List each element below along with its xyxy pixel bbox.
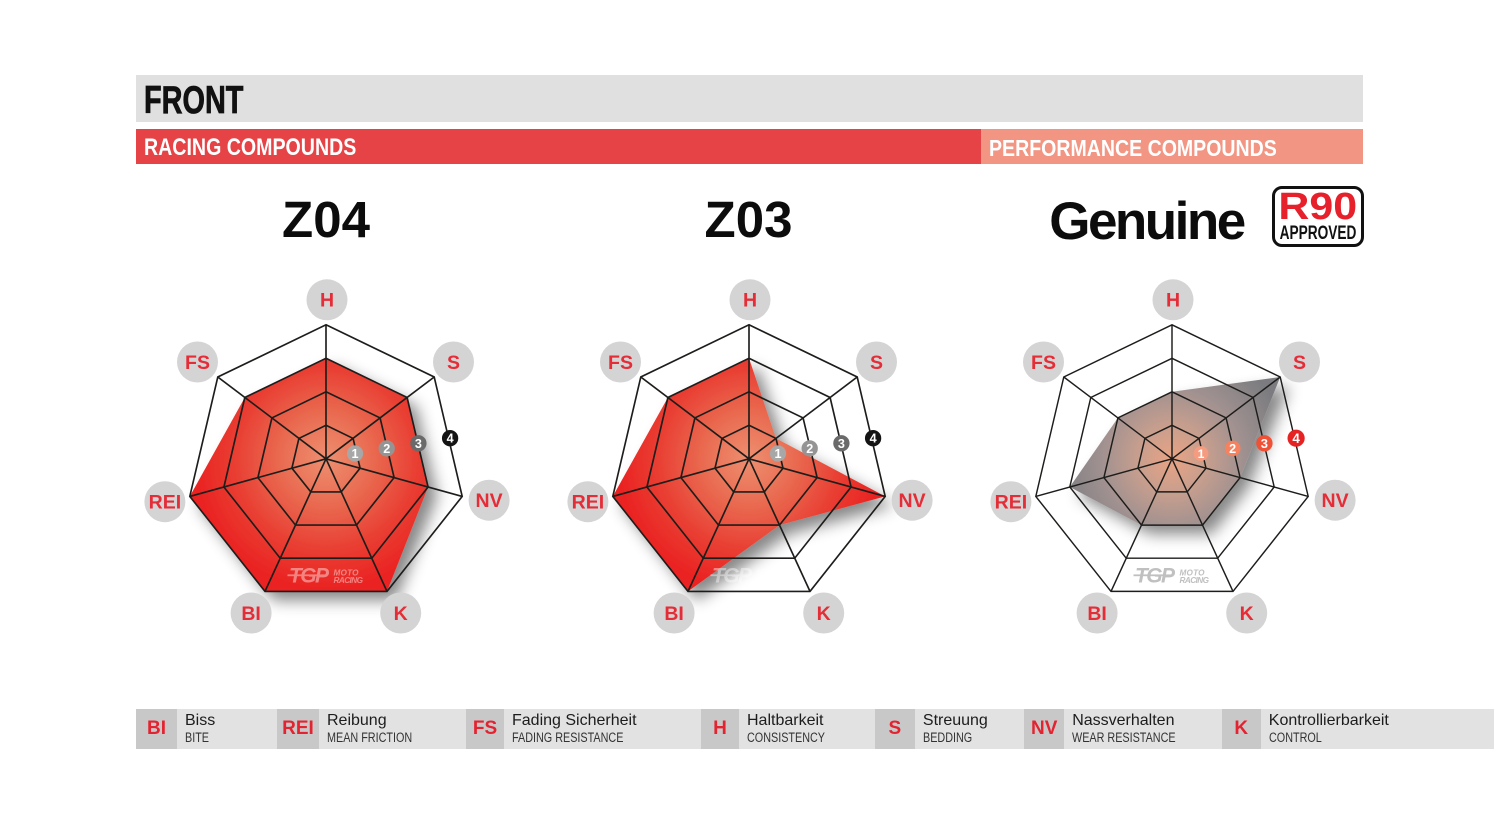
svg-text:K: K	[394, 603, 408, 625]
svg-text:REI: REI	[571, 492, 604, 514]
svg-text:TGP: TGP	[289, 565, 330, 588]
svg-text:S: S	[447, 352, 460, 374]
svg-text:FS: FS	[608, 352, 633, 374]
svg-text:H: H	[1166, 290, 1180, 312]
svg-text:REI: REI	[149, 492, 182, 514]
svg-text:NV: NV	[1322, 490, 1349, 512]
svg-text:2: 2	[383, 442, 390, 456]
svg-text:TGP: TGP	[712, 565, 753, 588]
svg-text:2: 2	[1229, 442, 1236, 456]
svg-text:1: 1	[1198, 447, 1205, 461]
svg-text:H: H	[320, 290, 334, 312]
svg-text:NV: NV	[476, 490, 503, 512]
svg-text:S: S	[869, 352, 882, 374]
svg-text:4: 4	[869, 432, 876, 446]
svg-text:FS: FS	[185, 352, 210, 374]
svg-text:S: S	[1293, 352, 1306, 374]
svg-text:NV: NV	[898, 490, 925, 512]
svg-text:BI: BI	[664, 603, 684, 625]
svg-text:H: H	[742, 290, 756, 312]
svg-text:MOTO: MOTO	[756, 568, 782, 577]
svg-text:RACING: RACING	[334, 576, 364, 585]
svg-text:BI: BI	[241, 603, 261, 625]
svg-text:K: K	[816, 603, 830, 625]
svg-text:4: 4	[1293, 431, 1301, 446]
svg-text:MOTO: MOTO	[334, 568, 360, 577]
svg-text:1: 1	[774, 447, 781, 461]
svg-text:3: 3	[415, 437, 422, 451]
svg-text:4: 4	[447, 432, 454, 446]
svg-text:MOTO: MOTO	[1180, 568, 1206, 577]
svg-text:BI: BI	[1088, 603, 1108, 625]
svg-text:2: 2	[806, 442, 813, 456]
svg-text:3: 3	[837, 437, 844, 451]
svg-text:RACING: RACING	[1180, 576, 1210, 585]
svg-text:FS: FS	[1031, 352, 1056, 374]
svg-text:1: 1	[351, 447, 358, 461]
svg-text:REI: REI	[995, 492, 1028, 514]
svg-text:RACING: RACING	[756, 576, 786, 585]
svg-text:3: 3	[1261, 436, 1268, 451]
svg-text:K: K	[1240, 603, 1254, 625]
